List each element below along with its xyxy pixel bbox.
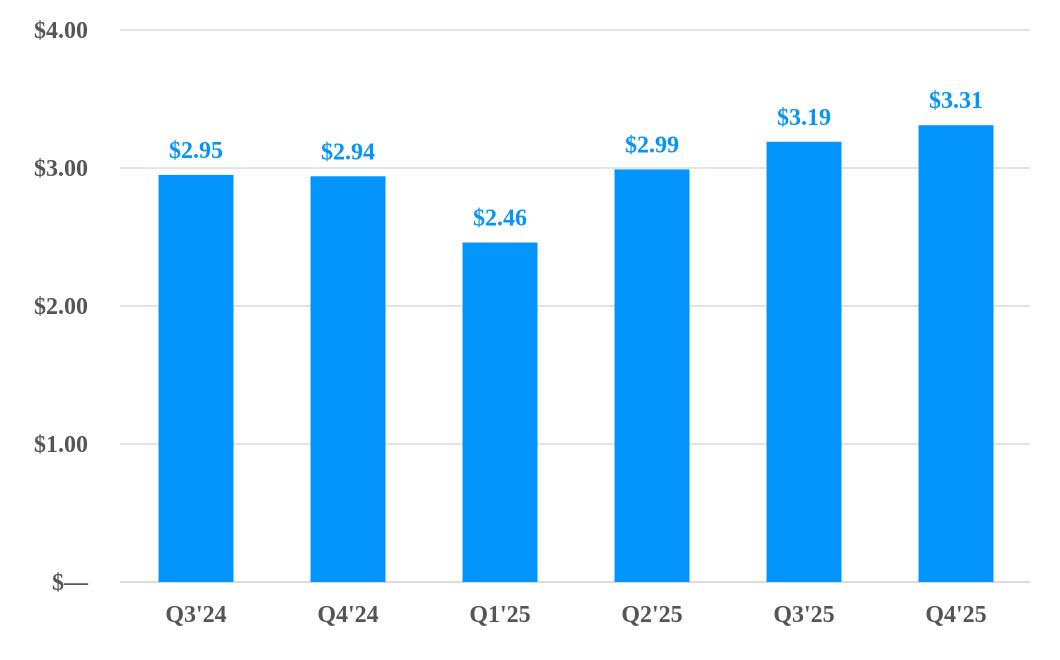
x-tick-label: Q2'25 [621, 602, 682, 628]
bars [158, 125, 994, 582]
bar [158, 174, 234, 582]
y-tick-label: $— [52, 570, 89, 596]
data-label: $2.94 [321, 139, 375, 165]
data-label: $2.46 [473, 206, 527, 232]
y-tick-label: $4.00 [34, 18, 88, 44]
bar [310, 176, 386, 582]
data-label: $2.99 [625, 132, 679, 158]
bar [918, 125, 994, 582]
y-axis-ticks: $— $1.00 $2.00 $3.00 $4.00 [34, 18, 89, 596]
x-tick-label: Q3'25 [773, 602, 834, 628]
bar [462, 242, 538, 582]
x-tick-label: Q4'24 [317, 602, 378, 628]
gridlines [120, 29, 1030, 583]
x-tick-label: Q4'25 [925, 602, 986, 628]
data-labels: $2.95 $2.94 $2.46 $2.99 $3.19 $3.31 [169, 88, 983, 231]
y-tick-label: $2.00 [34, 294, 88, 320]
y-tick-label: $1.00 [34, 432, 88, 458]
bar [766, 141, 842, 582]
x-tick-label: Q3'24 [165, 602, 226, 628]
x-tick-label: Q1'25 [469, 602, 530, 628]
x-axis-ticks: Q3'24 Q4'24 Q1'25 Q2'25 Q3'25 Q4'25 [165, 602, 986, 628]
bar [614, 169, 690, 582]
data-label: $2.95 [169, 138, 223, 164]
y-tick-label: $3.00 [34, 156, 88, 182]
data-label: $3.19 [777, 105, 831, 131]
data-label: $3.31 [929, 88, 983, 114]
